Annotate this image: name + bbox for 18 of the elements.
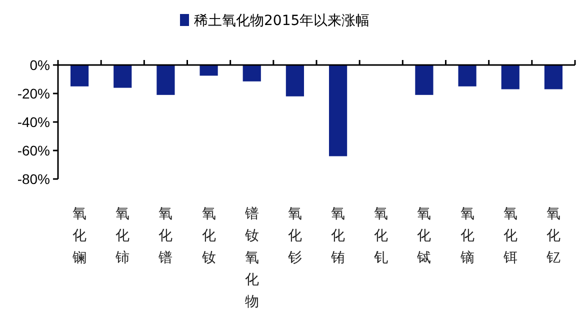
legend-label: 稀土氧化物2015年以来涨幅 (194, 13, 370, 29)
y-tick-label: -60% (17, 142, 50, 158)
y-tick-label: -40% (17, 114, 50, 130)
x-tick-label: 氧化镨 (158, 206, 173, 266)
x-tick-label: 氧化钕 (200, 206, 216, 266)
x-tick-label: 氧化铽 (416, 206, 432, 266)
x-tick-label: 氧化镝 (459, 206, 474, 266)
x-tick-label: 氧化铒 (502, 206, 518, 266)
x-tick-label: 氧化钇 (545, 206, 560, 266)
x-tick-label: 氧化铈 (114, 206, 130, 266)
x-tick-label: 氧化镧 (72, 206, 87, 266)
x-tick-label: 镨钕氧化物 (244, 206, 259, 310)
y-tick-label: 0% (30, 56, 50, 73)
x-tick-label: 氧化铕 (330, 206, 346, 266)
y-tick-label: -20% (17, 85, 50, 102)
x-tick-label: 氧化钐 (286, 206, 302, 266)
y-tick-label: -80% (17, 170, 50, 187)
x-tick-label: 氧化钆 (373, 206, 388, 266)
